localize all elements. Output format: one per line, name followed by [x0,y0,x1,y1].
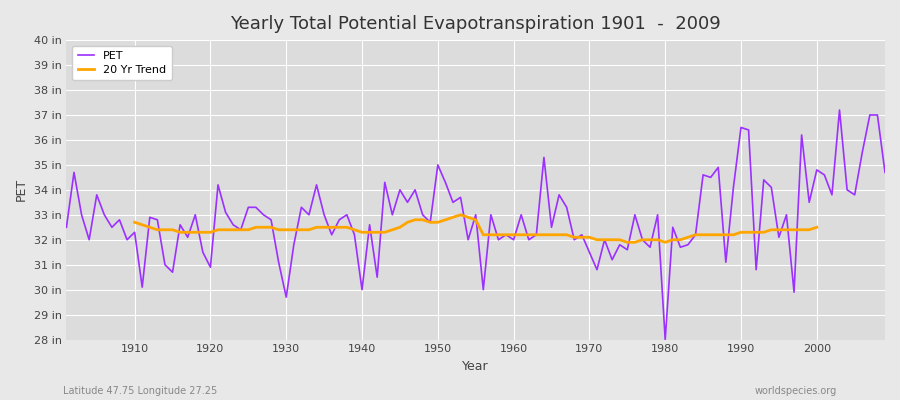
PET [508,237,519,242]
PET [334,217,345,222]
20 Yr Trend [804,227,814,232]
20 Yr Trend [622,240,633,245]
20 Yr Trend [812,225,823,230]
Text: worldspecies.org: worldspecies.org [755,386,837,396]
X-axis label: Year: Year [463,360,489,373]
20 Yr Trend [288,227,299,232]
PET [61,225,72,230]
Title: Yearly Total Potential Evapotranspiration 1901  -  2009: Yearly Total Potential Evapotranspiratio… [230,15,721,33]
Y-axis label: PET: PET [15,178,28,202]
20 Yr Trend [303,227,314,232]
Legend: PET, 20 Yr Trend: PET, 20 Yr Trend [72,46,172,80]
Line: 20 Yr Trend: 20 Yr Trend [135,215,817,242]
PET [599,237,610,242]
Text: Latitude 47.75 Longitude 27.25: Latitude 47.75 Longitude 27.25 [63,386,217,396]
20 Yr Trend [130,220,140,225]
PET [879,170,890,175]
20 Yr Trend [720,232,731,237]
Line: PET: PET [67,110,885,340]
20 Yr Trend [212,227,223,232]
20 Yr Trend [531,232,542,237]
PET [500,232,511,237]
PET [288,242,299,247]
PET [122,237,132,242]
20 Yr Trend [455,212,466,217]
PET [834,108,845,112]
PET [660,337,670,342]
